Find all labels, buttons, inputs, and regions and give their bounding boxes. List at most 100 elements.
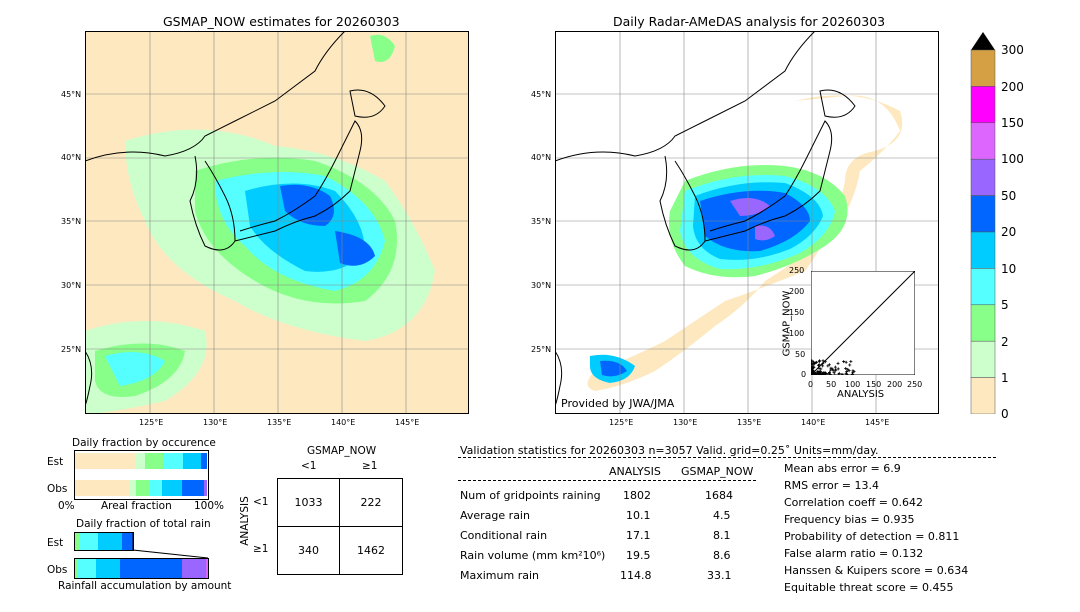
scatter-point: [848, 363, 852, 367]
scatter-point: [821, 359, 825, 363]
scatter-point: [812, 369, 816, 373]
cbar-50: 50: [1001, 189, 1017, 203]
col-analysis: ANALYSIS: [609, 465, 661, 478]
occurrence-obs-bar: [75, 480, 207, 496]
scatter-point: [845, 369, 849, 373]
scatter-inset: [811, 271, 915, 375]
scatter-point: [811, 367, 814, 371]
scatter-point: [817, 363, 821, 367]
score-5: False alarm ratio = 0.132: [784, 547, 924, 560]
score-4: Probability of detection = 0.811: [784, 530, 960, 543]
left-map-title: GSMAP_NOW estimates for 20260303: [163, 14, 400, 29]
row-gsmap-2: 8.1: [713, 529, 731, 542]
contingency-table: 1033 222 340 1462: [277, 478, 403, 575]
scatter-point: [817, 370, 821, 374]
occurrence-est-bar: [75, 453, 207, 469]
left-lat-30: 30°N: [61, 281, 82, 290]
total-obs-bar: [74, 559, 208, 578]
total-caption: Rainfall accumulation by amount: [58, 580, 232, 592]
scatter-xlabel: ANALYSIS: [837, 389, 885, 400]
cbar-0: 0: [1001, 407, 1009, 421]
scatter-point: [826, 364, 830, 368]
scatter-point: [819, 367, 823, 371]
col-gsmap: GSMAP_NOW: [681, 465, 754, 478]
scatter-xtick-0: 0: [808, 380, 814, 389]
colorbar-cell: [970, 340, 996, 378]
score-0: Mean abs error = 6.9: [784, 462, 901, 475]
row-label-3: Rain volume (mm km²10⁶): [460, 549, 606, 562]
scatter-point: [815, 360, 819, 364]
scatter-point: [811, 359, 813, 363]
cell-a-lt1-g-lt1: 1033: [294, 496, 323, 509]
left-lon-145: 145°E: [395, 418, 420, 427]
scatter-point: [811, 360, 815, 364]
scatter-point: [845, 373, 849, 375]
scatter-ytick-250: 250: [789, 266, 805, 275]
row-gsmap-1: 4.5: [713, 509, 731, 522]
scatter-point: [833, 373, 837, 375]
colorbar-cell: [970, 158, 996, 196]
row-label-1: Average rain: [460, 509, 530, 522]
score-6: Hanssen & Kuipers score = 0.634: [784, 564, 969, 577]
scatter-ytick-50: 50: [795, 350, 806, 359]
scatter-point: [831, 368, 835, 372]
contingency-ylabel: ANALYSIS: [239, 496, 251, 546]
scatter-point: [817, 366, 821, 370]
scatter-point: [812, 362, 816, 366]
scatter-ylabel: GSMAP_NOW: [781, 290, 793, 357]
left-lon-140: 140°E: [331, 418, 356, 427]
right-lon-130: 130°E: [673, 418, 698, 427]
colorbar-cell: [970, 122, 996, 160]
row-analysis-4: 114.8: [620, 569, 652, 582]
scatter-point: [821, 372, 825, 375]
total-row-est: Est: [47, 537, 64, 549]
scatter-point: [821, 362, 825, 366]
scatter-ytick-200: 200: [789, 287, 805, 296]
credit-text: Provided by JWA/JMA: [561, 397, 675, 410]
cbar-10: 10: [1001, 262, 1017, 276]
contingency-col-ge1: ≥1: [362, 460, 378, 472]
total-title: Daily fraction of total rain: [76, 518, 211, 530]
scatter-point: [842, 360, 846, 364]
right-lat-35: 35°N: [531, 217, 552, 226]
occurrence-row-est: Est: [47, 456, 64, 468]
scatter-point: [818, 359, 822, 363]
occurrence-axis-mid: Areal fraction: [101, 500, 172, 512]
left-lon-130: 130°E: [203, 418, 228, 427]
scatter-point: [828, 373, 832, 375]
right-lat-40: 40°N: [531, 153, 552, 162]
row-gsmap-0: 1684: [705, 489, 733, 502]
scatter-point: [841, 373, 845, 375]
scatter-point: [849, 360, 853, 364]
scatter-point: [811, 373, 813, 375]
scatter-point: [811, 362, 813, 366]
colorbar-cell: [970, 377, 996, 414]
row-analysis-3: 19.5: [626, 549, 651, 562]
contingency-row-lt1: <1: [253, 496, 269, 508]
cell-a-ge1-g-lt1: 340: [298, 544, 319, 557]
left-lat-45: 45°N: [61, 90, 82, 99]
colorbar-cell: [970, 268, 996, 306]
scatter-point: [837, 371, 841, 375]
scatter-xtick-150: 150: [866, 380, 882, 389]
row-gsmap-4: 33.1: [707, 569, 732, 582]
colorbar-cell: [970, 86, 996, 124]
scatter-point: [833, 365, 837, 369]
scatter-point: [813, 372, 817, 375]
total-bars: [74, 532, 209, 579]
left-coastline: [85, 31, 386, 407]
row-analysis-1: 10.1: [626, 509, 651, 522]
right-lon-135: 135°E: [737, 418, 762, 427]
occurrence-title: Daily fraction by occurence: [72, 437, 216, 449]
scatter-ytick-0: 0: [801, 370, 807, 379]
row-analysis-2: 17.1: [626, 529, 651, 542]
row-label-2: Conditional rain: [460, 529, 548, 542]
right-lat-30: 30°N: [531, 281, 552, 290]
cbar-1: 1: [1001, 371, 1009, 385]
validation-header: Validation statistics for 20260303 n=305…: [460, 444, 879, 457]
left-lat-35: 35°N: [61, 217, 82, 226]
scatter-point: [824, 372, 828, 375]
scatter-xtick-200: 200: [887, 380, 903, 389]
left-grid: [85, 31, 469, 414]
scatter-xtick-100: 100: [845, 380, 861, 389]
